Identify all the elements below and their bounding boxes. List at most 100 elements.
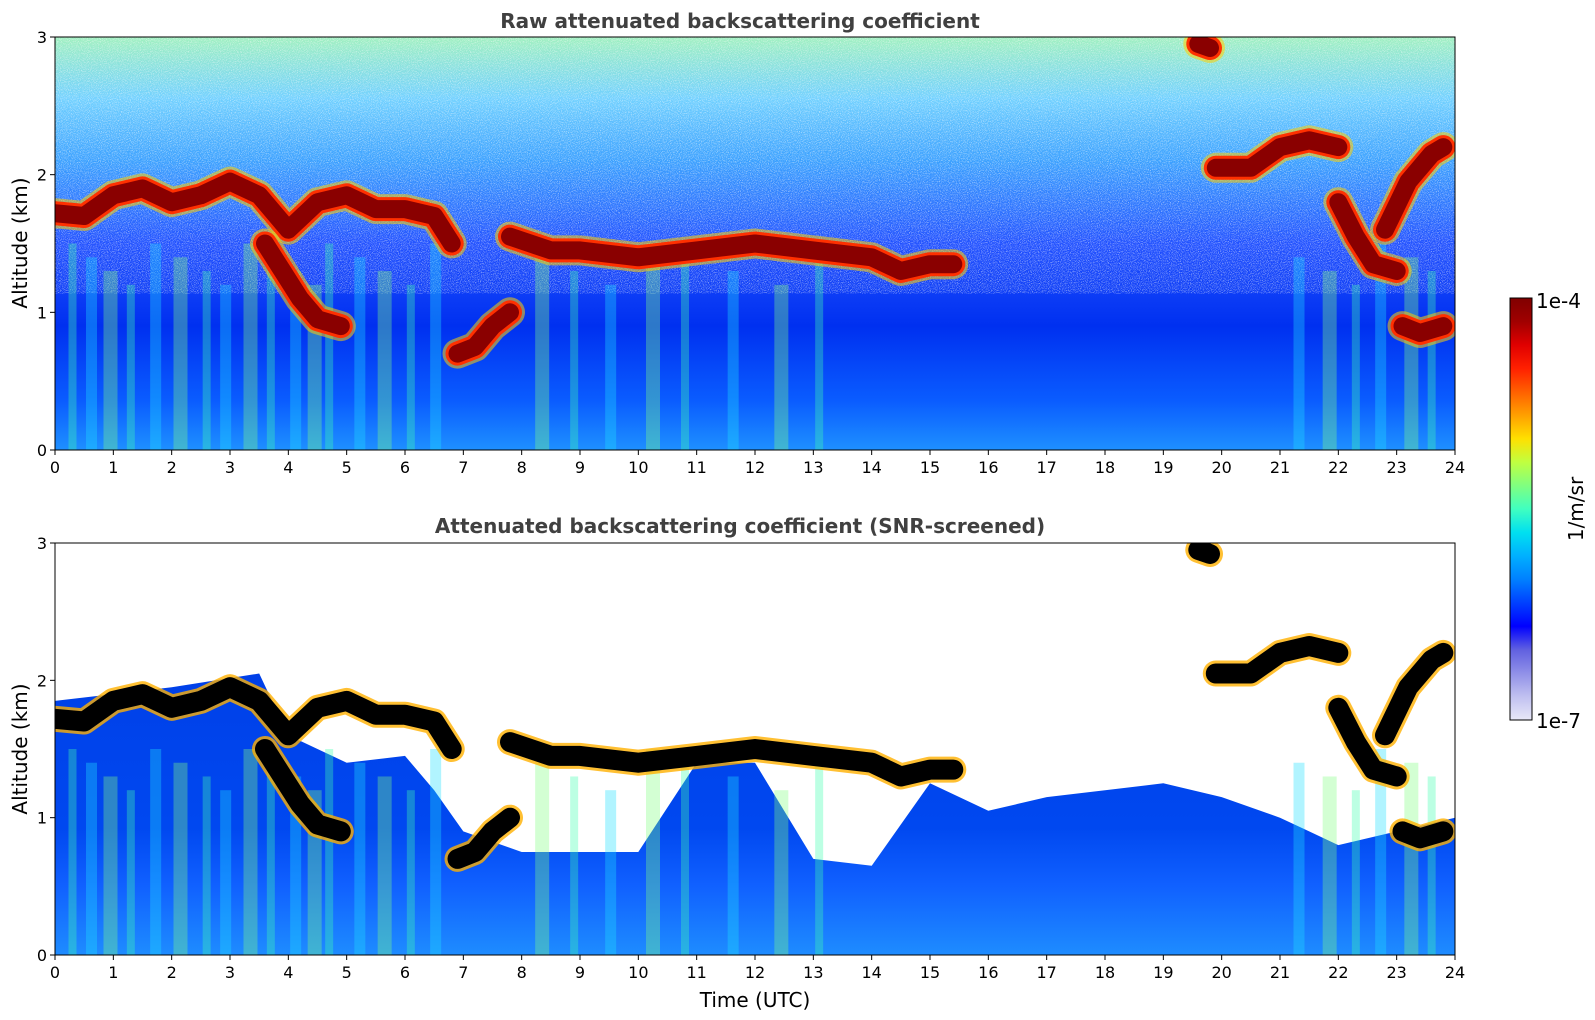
x-tick-label: 16 xyxy=(978,963,998,982)
x-tick-label: 17 xyxy=(1036,963,1056,982)
aerosol-plume xyxy=(774,284,789,450)
aerosol-plume xyxy=(1404,257,1419,450)
aerosol-plume xyxy=(815,243,824,450)
aerosol-plume xyxy=(535,762,550,955)
x-tick-label: 9 xyxy=(575,963,585,982)
x-tick-label: 8 xyxy=(517,458,527,477)
cloud-layer xyxy=(1206,131,1348,177)
cloud-layer xyxy=(55,172,461,253)
aerosol-plume xyxy=(727,271,739,450)
x-tick-label: 14 xyxy=(861,458,881,477)
x-tick-label: 7 xyxy=(458,963,468,982)
aerosol-plume xyxy=(1427,271,1436,450)
colorbar-min-label: 1e-7 xyxy=(1536,709,1581,733)
aerosol-plume xyxy=(1404,762,1419,955)
aerosol-plume xyxy=(1427,776,1436,955)
x-tick-label: 23 xyxy=(1386,963,1406,982)
x-tick-label: 12 xyxy=(745,458,765,477)
cloud-layer xyxy=(1375,642,1454,746)
x-tick-label: 5 xyxy=(342,458,352,477)
cloud-layer xyxy=(447,807,520,869)
aerosol-plume xyxy=(150,243,162,450)
x-tick-label: 10 xyxy=(628,963,648,982)
colorbar-gradient xyxy=(1509,297,1533,721)
x-tick-label: 21 xyxy=(1270,963,1290,982)
cloud-layer xyxy=(500,732,964,787)
x-tick-label: 5 xyxy=(342,963,352,982)
x-tick-label: 1 xyxy=(108,458,118,477)
cloud-layer xyxy=(1328,697,1407,787)
cloud-layer xyxy=(1205,636,1349,684)
panel-raw: Raw attenuated backscattering coefficien… xyxy=(8,9,1465,477)
aerosol-plume xyxy=(243,749,258,955)
x-tick-label: 12 xyxy=(745,963,765,982)
x-axis: 0 1 2 3 4 5 6 7 8 9 10 11 12 13 14 15 16 17 18 19 20 21 22 23 24 xyxy=(50,450,1465,477)
x-axis: 0 1 2 3 4 5 6 7 8 9 10 11 12 13 14 15 16 17 18 19 20 21 22 23 24 xyxy=(50,955,1465,982)
aerosol-plume xyxy=(173,762,188,955)
aerosol-plume xyxy=(1293,762,1305,955)
aerosol-plume xyxy=(103,776,118,955)
x-tick-label: 4 xyxy=(283,458,293,477)
screened-signal xyxy=(55,673,1455,955)
colorbar-unit-label: 1/m/sr xyxy=(1564,476,1588,541)
aerosol-plume xyxy=(220,284,232,450)
aerosol-plume xyxy=(406,790,415,955)
aerosol-plume xyxy=(1375,243,1387,450)
chart-title: Attenuated backscattering coefficient (S… xyxy=(435,514,1045,538)
cloud-layer xyxy=(448,303,519,363)
aerosol-plume xyxy=(535,257,550,450)
x-tick-label: 15 xyxy=(920,963,940,982)
aerosol-plume xyxy=(290,776,302,955)
aerosol-plume xyxy=(406,284,415,450)
aerosol-plume xyxy=(325,749,334,955)
y-tick-label: 3 xyxy=(37,534,47,553)
y-tick-label: 1 xyxy=(37,303,47,322)
aerosol-plume xyxy=(68,749,77,955)
aerosol-plume xyxy=(1293,257,1305,450)
x-tick-label: 0 xyxy=(50,963,60,982)
x-tick-label: 11 xyxy=(686,963,706,982)
x-tick-label: 3 xyxy=(225,963,235,982)
y-axis-label: Altitude (km) xyxy=(8,683,32,814)
x-tick-label: 24 xyxy=(1445,458,1465,477)
aerosol-plume xyxy=(1322,271,1337,450)
x-tick-label: 14 xyxy=(861,963,881,982)
x-tick-label: 7 xyxy=(458,458,468,477)
aerosol-plume xyxy=(605,790,617,955)
y-tick-label: 3 xyxy=(37,28,47,47)
x-tick-label: 18 xyxy=(1095,963,1115,982)
x-tick-label: 19 xyxy=(1153,963,1173,982)
y-tick-label: 0 xyxy=(37,946,47,965)
x-tick-label: 20 xyxy=(1211,963,1231,982)
cloud-layer xyxy=(501,227,963,280)
chart-title: Raw attenuated backscattering coefficien… xyxy=(500,9,980,33)
x-tick-label: 20 xyxy=(1211,458,1231,477)
aerosol-plume xyxy=(646,749,660,955)
x-tick-label: 18 xyxy=(1095,458,1115,477)
heatmap-area xyxy=(55,543,1455,955)
y-axis: 0 1 2 3 xyxy=(37,28,55,460)
y-axis-label: Altitude (km) xyxy=(8,177,32,308)
x-tick-label: 17 xyxy=(1036,458,1056,477)
x-tick-label: 13 xyxy=(803,458,823,477)
aerosol-plume xyxy=(202,776,211,955)
aerosol-plume xyxy=(377,776,392,955)
x-tick-label: 19 xyxy=(1153,458,1173,477)
x-tick-label: 21 xyxy=(1270,458,1290,477)
aerosol-plume xyxy=(86,762,97,955)
aerosol-plume xyxy=(354,762,366,955)
aerosol-plume xyxy=(646,243,660,450)
aerosol-plume xyxy=(605,284,617,450)
aerosol-plume xyxy=(126,284,135,450)
aerosol-plume xyxy=(430,243,442,450)
x-tick-label: 22 xyxy=(1328,458,1348,477)
aerosol-plume xyxy=(354,257,366,450)
cloud-layer xyxy=(1393,317,1453,342)
cloud-layer xyxy=(255,739,351,842)
aerosol-plume xyxy=(266,762,275,955)
x-tick-label: 3 xyxy=(225,458,235,477)
cloud-layer xyxy=(1329,193,1406,280)
aerosol-plume xyxy=(126,790,135,955)
aerosol-plume xyxy=(220,790,232,955)
